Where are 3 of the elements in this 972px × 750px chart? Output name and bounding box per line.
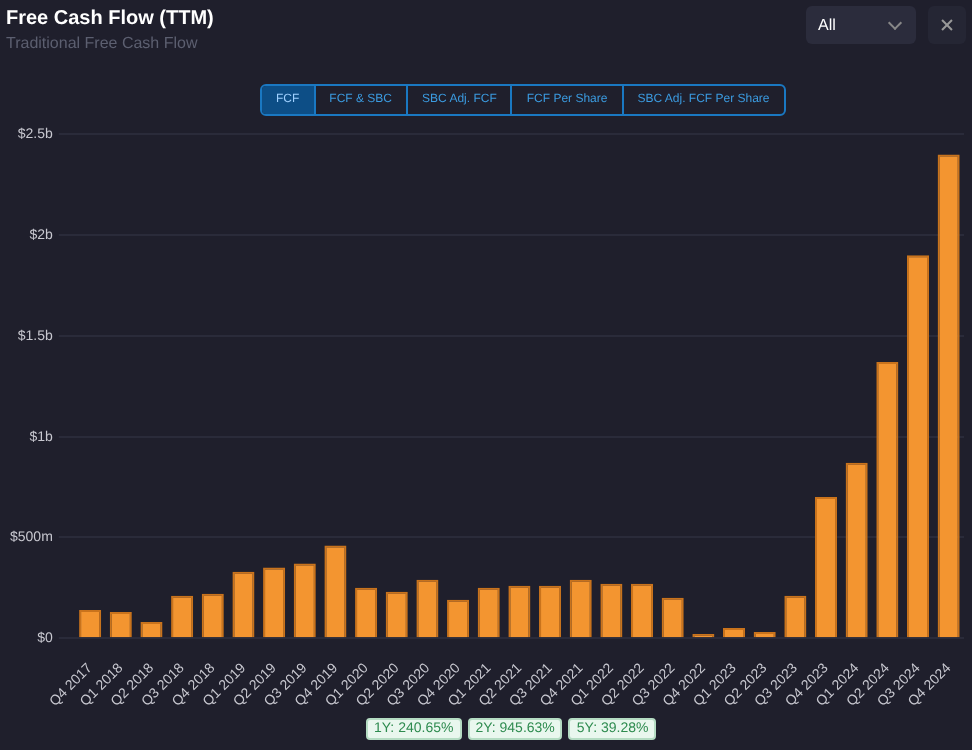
chart-title: Free Cash Flow (TTM) <box>6 8 214 30</box>
text: All <box>818 16 836 34</box>
chart-subtitle: Traditional Free Cash Flow <box>6 34 198 52</box>
